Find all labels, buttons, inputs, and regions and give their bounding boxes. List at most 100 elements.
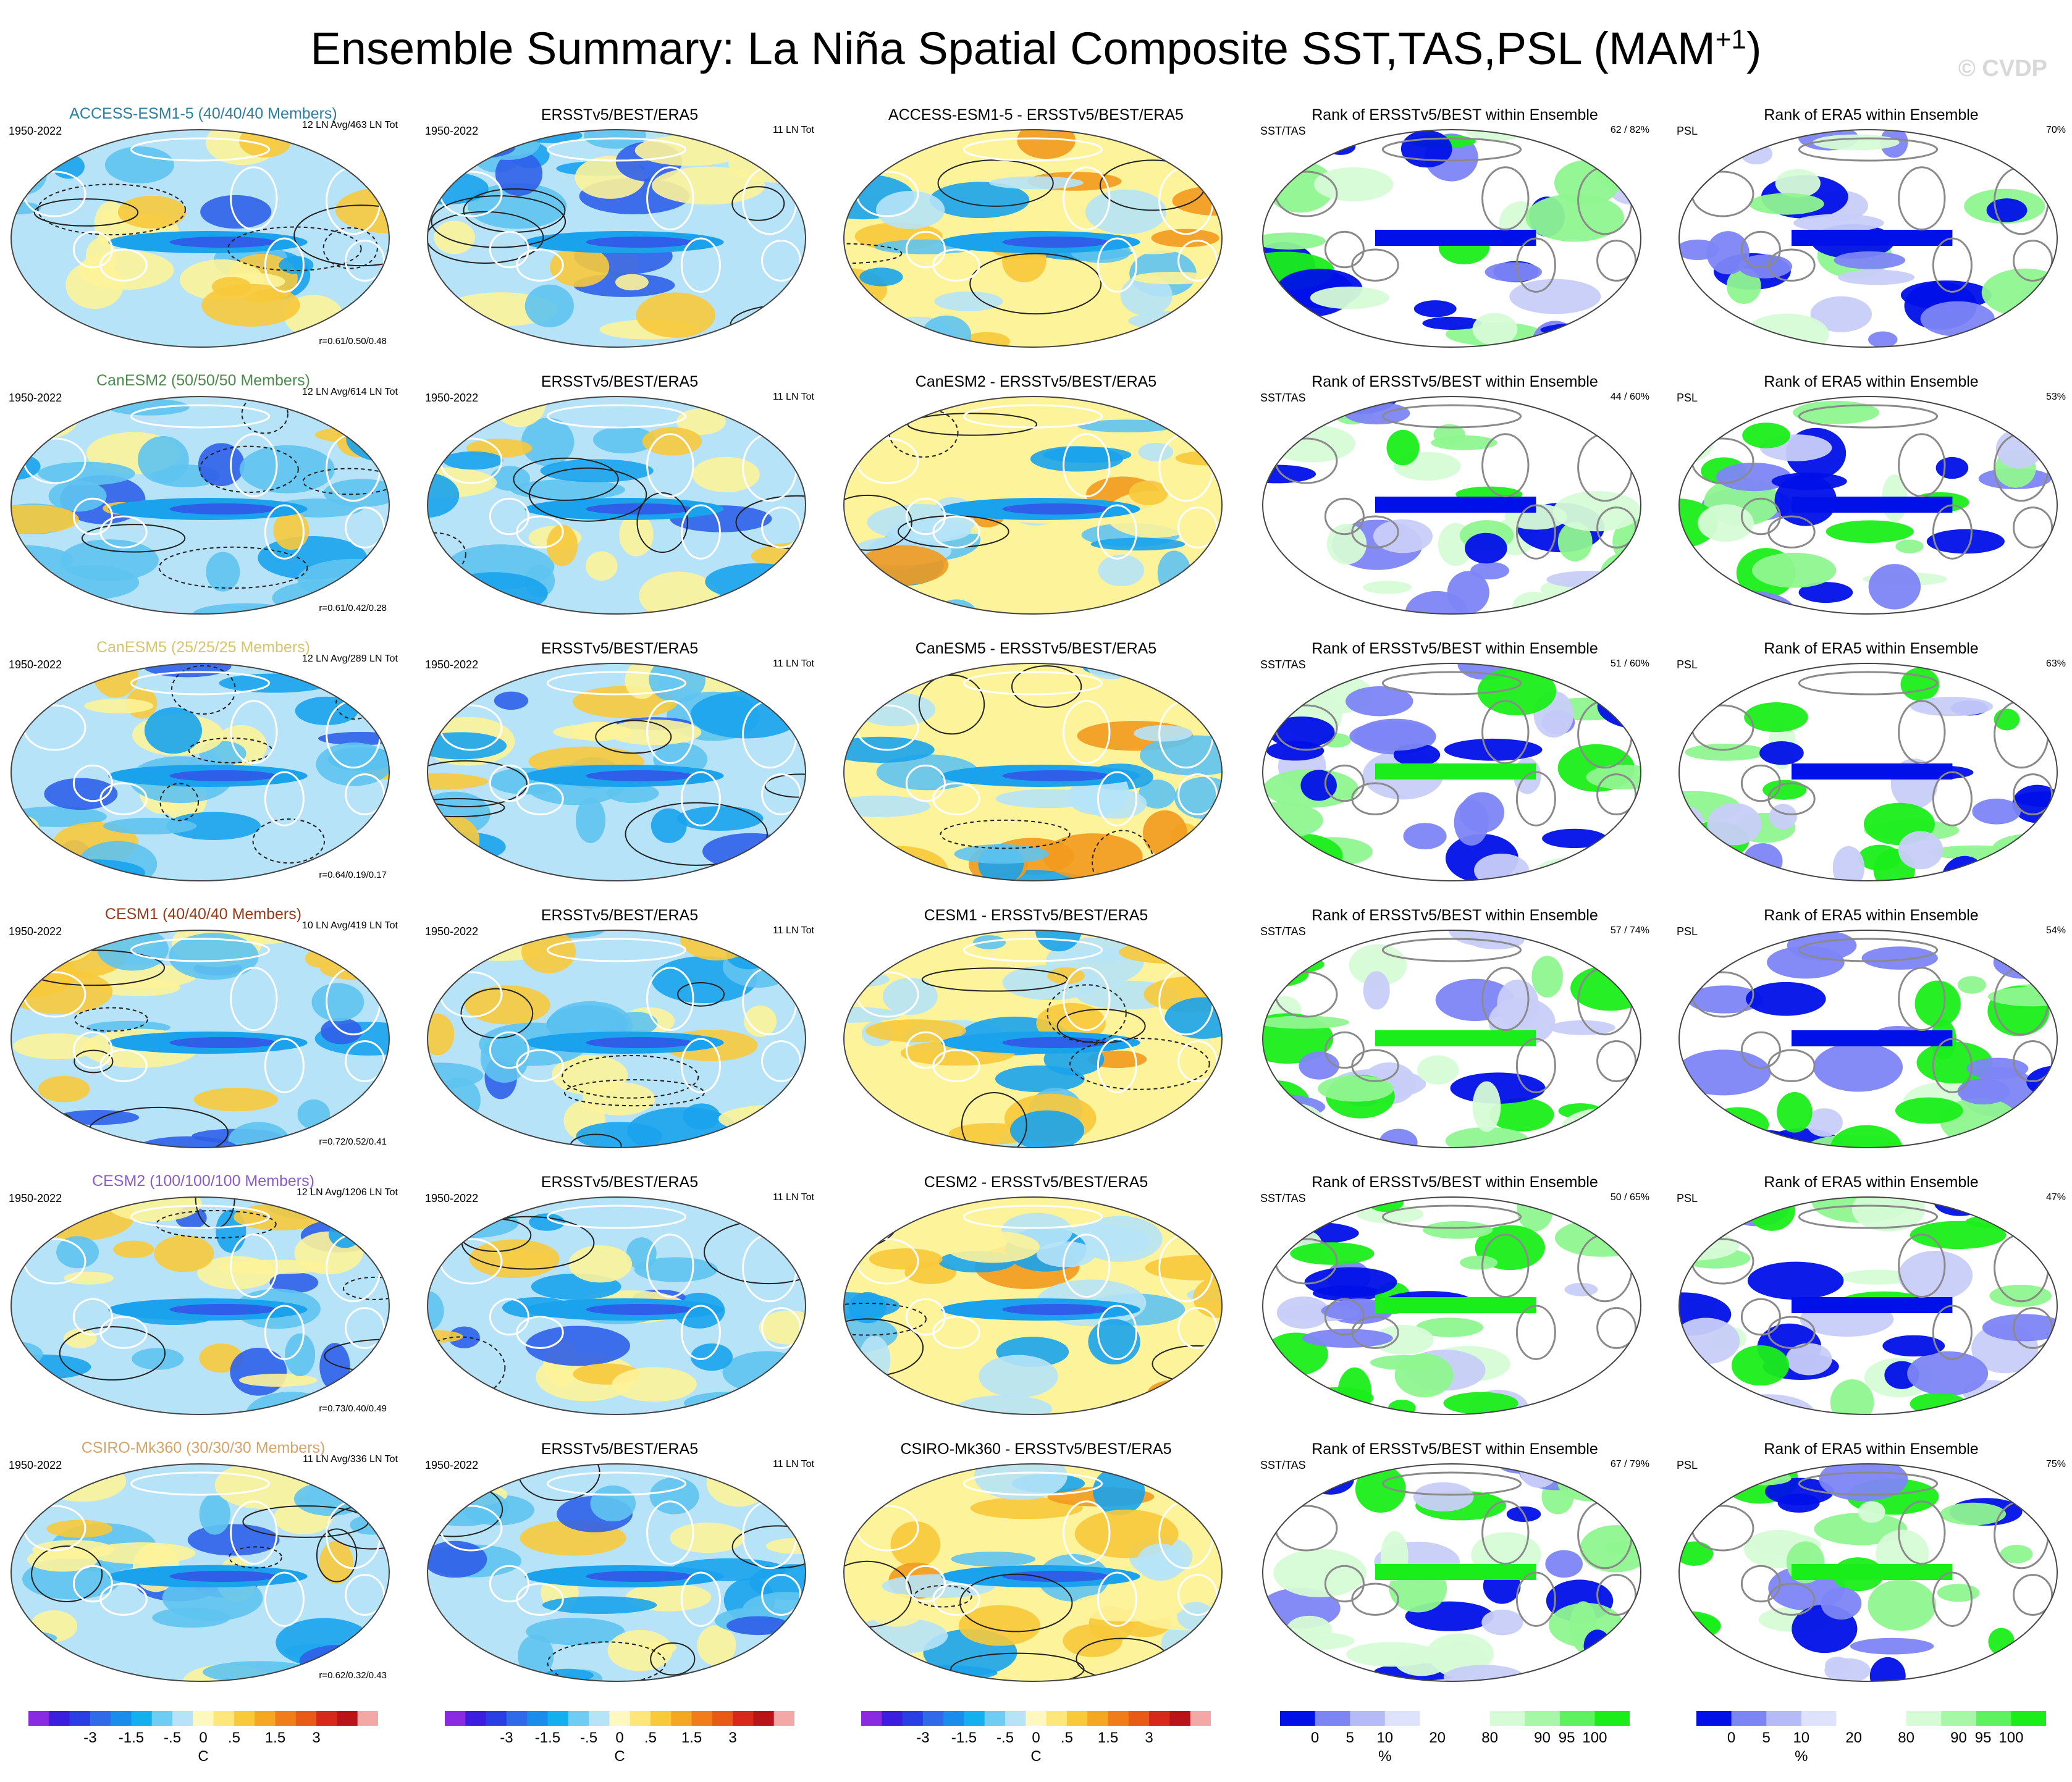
rank-sst-map — [1262, 1196, 1641, 1415]
difference-map — [843, 663, 1223, 881]
colorbar-swatch — [589, 1711, 610, 1726]
colorbar-tick-label: 0 — [1727, 1729, 1736, 1746]
colorbar-swatch — [213, 1711, 235, 1726]
difference-title: CESM2 - ERSSTv5/BEST/ERA5 — [924, 1174, 1148, 1191]
years-label: 1950-2022 — [425, 925, 479, 938]
rank-percent: 75% — [2045, 1459, 2066, 1469]
colorbar-unit: % — [1795, 1748, 1808, 1765]
years-label: 1950-2022 — [9, 1192, 62, 1204]
pattern-correlation: r=0.62/0.32/0.43 — [319, 1670, 387, 1681]
colorbar-tick-label: 5 — [1762, 1729, 1771, 1746]
obs-map — [427, 129, 806, 348]
years-label: 1950-2022 — [425, 658, 479, 671]
event-count: 11 LN Tot — [772, 658, 814, 669]
colorbar-swatch — [1046, 1711, 1068, 1726]
obs-title: ERSSTv5/BEST/ERA5 — [541, 1440, 699, 1458]
colorbar-swatch — [1384, 1711, 1420, 1726]
years-label: 1950-2022 — [9, 392, 62, 404]
colorbar-swatch — [1871, 1711, 1907, 1726]
difference-title: ACCESS-ESM1-5 - ERSSTv5/BEST/ERA5 — [888, 106, 1184, 124]
colorbar-swatch — [861, 1711, 882, 1726]
obs-composite-panel: ERSSTv5/BEST/ERA5 1950-2022 11 LN Tot — [425, 1440, 814, 1687]
difference-panel: CanESM2 - ERSSTv5/BEST/ERA5 — [841, 373, 1231, 620]
rank-sst-map — [1262, 930, 1641, 1148]
colorbar-swatch — [568, 1711, 589, 1726]
model-title: CanESM5 (25/25/25 Members) — [96, 639, 310, 656]
event-count: 12 LN Avg/289 LN Tot — [301, 654, 398, 664]
rank-variable-label: PSL — [1677, 658, 1698, 671]
colorbar-swatch — [1731, 1711, 1767, 1726]
colorbar-tick-label: 3 — [312, 1729, 321, 1746]
rank-psl-panel: Rank of ERA5 within Ensemble PSL 54% — [1677, 907, 2066, 1154]
obs-map — [427, 930, 806, 1148]
colorbar-swatch — [357, 1711, 379, 1726]
colorbar-swatch — [1941, 1711, 1977, 1726]
obs-composite-panel: ERSSTv5/BEST/ERA5 1950-2022 11 LN Tot — [425, 373, 814, 620]
colorbar-tick-label: 1.5 — [681, 1729, 702, 1746]
colorbar-swatch — [2011, 1711, 2047, 1726]
colorbar-tick-label: -1.5 — [118, 1729, 145, 1746]
rank-psl-map — [1678, 1463, 2058, 1682]
obs-composite-panel: ERSSTv5/BEST/ERA5 1950-2022 11 LN Tot — [425, 640, 814, 887]
rank-sst-title: Rank of ERSSTv5/BEST within Ensemble — [1312, 373, 1598, 390]
rank-percent: 67 / 79% — [1610, 1459, 1649, 1469]
rank-percent: 62 / 82% — [1610, 125, 1649, 135]
colorbar-swatch — [1066, 1711, 1088, 1726]
years-label: 1950-2022 — [9, 925, 62, 938]
difference-title: CSIRO-Mk360 - ERSSTv5/BEST/ERA5 — [900, 1440, 1172, 1458]
colorbar-tick-label: -.5 — [580, 1729, 598, 1746]
model-title: ACCESS-ESM1-5 (40/40/40 Members) — [69, 105, 337, 122]
model-composite-panel: ACCESS-ESM1-5 (40/40/40 Members) 1950-202… — [9, 105, 398, 353]
figure-title: Ensemble Summary: La Niña Spatial Compos… — [310, 23, 1762, 74]
model-composite-panel: CSIRO-Mk360 (30/30/30 Members) 1950-2022 1… — [9, 1439, 398, 1687]
colorbar-swatch — [1087, 1711, 1109, 1726]
difference-title: CanESM5 - ERSSTv5/BEST/ERA5 — [915, 640, 1157, 657]
rank-variable-label: SST/TAS — [1260, 658, 1306, 671]
colorbar-swatch — [337, 1711, 358, 1726]
rank-psl-title: Rank of ERA5 within Ensemble — [1764, 907, 1979, 924]
obs-map — [427, 1463, 806, 1682]
colorbar-swatch — [1169, 1711, 1191, 1726]
colorbar-tick-label: 3 — [728, 1729, 737, 1746]
colorbar-swatch — [1128, 1711, 1150, 1726]
colorbar-swatch — [1108, 1711, 1129, 1726]
colorbar-tick-label: 90 — [1950, 1729, 1967, 1746]
rank-percent: 53% — [2045, 392, 2066, 402]
pattern-correlation: r=0.61/0.50/0.48 — [319, 336, 387, 347]
colorbar-swatch — [131, 1711, 153, 1726]
model-composite-panel: CESM1 (40/40/40 Members) 1950-2022 10 LN A… — [9, 906, 398, 1154]
rank-percent: 54% — [2045, 925, 2066, 936]
rank-psl-title: Rank of ERA5 within Ensemble — [1764, 106, 1979, 124]
rank-variable-label: SST/TAS — [1260, 925, 1306, 938]
colorbar-swatch — [1455, 1711, 1491, 1726]
colorbar-swatch — [943, 1711, 964, 1726]
rank-psl-map — [1678, 396, 2058, 615]
event-count: 11 LN Avg/336 LN Tot — [303, 1454, 398, 1465]
rank-variable-label: SST/TAS — [1260, 1459, 1306, 1471]
rank-percent: 51 / 60% — [1610, 658, 1649, 669]
colorbar-swatch — [1420, 1711, 1455, 1726]
pattern-correlation: r=0.64/0.19/0.17 — [319, 870, 387, 880]
rank-psl-panel: Rank of ERA5 within Ensemble PSL 70% — [1677, 106, 2066, 353]
colorbar-swatch — [1149, 1711, 1170, 1726]
rank-variable-label: SST/TAS — [1260, 125, 1306, 137]
model-map — [11, 396, 390, 615]
colorbar-tick-label: 10 — [1376, 1729, 1394, 1746]
colorbar-swatch — [671, 1711, 693, 1726]
difference-panel: CESM2 - ERSSTv5/BEST/ERA5 — [841, 1174, 1231, 1421]
rank-psl-map — [1678, 1196, 2058, 1415]
rank-sst-title: Rank of ERSSTv5/BEST within Ensemble — [1312, 1440, 1598, 1458]
model-map — [11, 1463, 390, 1682]
difference-map — [843, 396, 1223, 615]
colorbar-unit: C — [1030, 1748, 1042, 1765]
colorbar-swatch — [1766, 1711, 1802, 1726]
rank-sst-title: Rank of ERSSTv5/BEST within Ensemble — [1312, 106, 1598, 124]
years-label: 1950-2022 — [9, 1459, 62, 1471]
colorbar-swatch — [650, 1711, 672, 1726]
colorbar-tick-label: 80 — [1898, 1729, 1914, 1746]
rank-psl-map — [1678, 663, 2058, 881]
colorbar-tick-label: 20 — [1845, 1729, 1863, 1746]
colorbar-swatch — [712, 1711, 733, 1726]
difference-title: CanESM2 - ERSSTv5/BEST/ERA5 — [915, 373, 1157, 390]
rank-sst-panel: Rank of ERSSTv5/BEST within Ensemble SST/… — [1260, 373, 1649, 620]
